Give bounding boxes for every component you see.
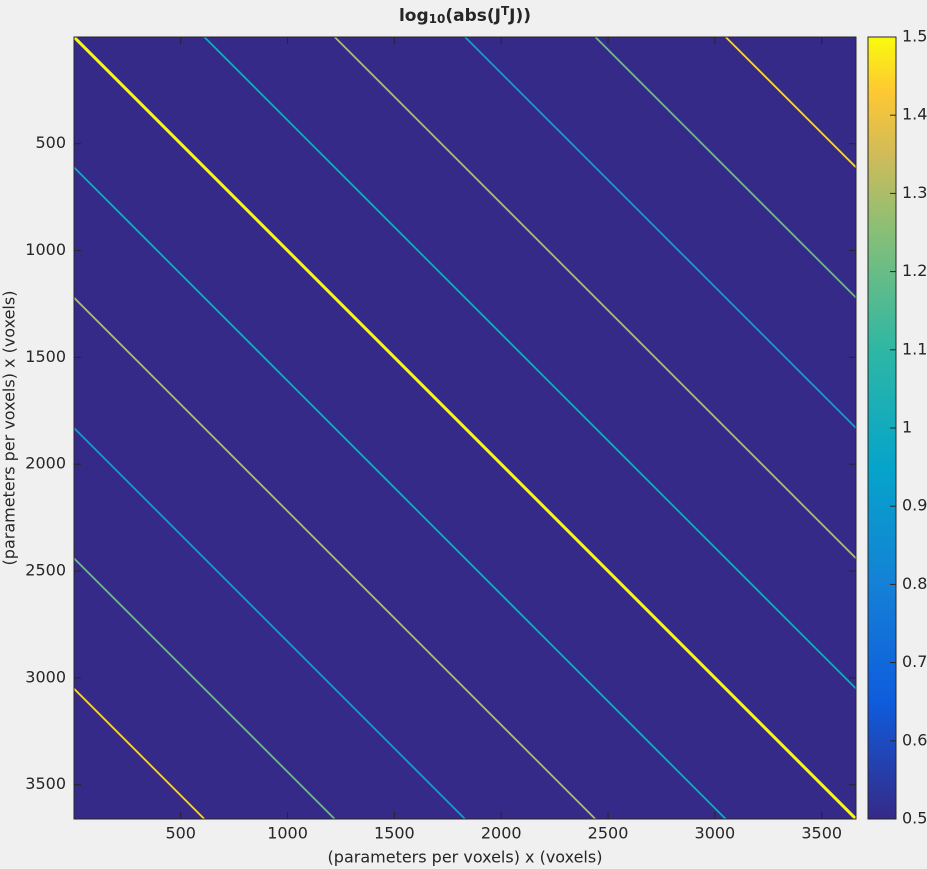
y-tick-label: 500 [35, 133, 66, 152]
y-tick-label: 3000 [25, 667, 66, 686]
diagonal [74, 297, 596, 819]
y-tick-label: 2000 [25, 454, 66, 473]
colorbar-tick-label: 1.4 [902, 105, 927, 124]
diagonal [74, 427, 466, 819]
diagonal [334, 37, 856, 559]
plot-frame [73, 36, 857, 820]
y-axis-label: (parameters per voxels) x (voxels) [0, 291, 19, 566]
diagonal [74, 37, 856, 819]
diagonal [203, 37, 856, 690]
colorbar-tick-label: 0.9 [902, 496, 927, 515]
diagonal [464, 37, 856, 429]
x-tick-label: 3000 [695, 824, 736, 843]
y-tick-label: 2500 [25, 561, 66, 580]
colorbar-tick-label: 1.2 [902, 261, 927, 280]
colorbar-tick-label: 1.1 [902, 339, 927, 358]
colorbar-tick-label: 0.8 [902, 574, 927, 593]
title-part: 10 [429, 12, 446, 26]
x-tick-label: 1000 [267, 824, 308, 843]
chart-title: log10(abs(JTJ)) [399, 4, 531, 26]
y-tick-label: 1500 [25, 347, 66, 366]
x-axis-label: (parameters per voxels) x (voxels) [328, 848, 603, 867]
title-part: T [501, 4, 510, 18]
diagonal [74, 166, 727, 819]
diagonal [594, 37, 856, 299]
colorbar-tick-label: 0.7 [902, 652, 927, 671]
x-tick-label: 2000 [481, 824, 522, 843]
title-part: (abs(J [445, 6, 501, 26]
title-part: log [399, 6, 429, 26]
colorbar-tick-label: 1.3 [902, 183, 927, 202]
y-tick-label: 3500 [25, 774, 66, 793]
x-tick-label: 3500 [801, 824, 842, 843]
colorbar-tick-label: 1.5 [902, 27, 927, 46]
colorbar-tick-label: 0.6 [902, 730, 927, 749]
diagonal [74, 557, 336, 819]
diagonal [74, 688, 205, 819]
y-tick-label: 1000 [25, 240, 66, 259]
diagonals [74, 37, 856, 819]
x-tick-label: 1500 [374, 824, 415, 843]
colorbar-tick-label: 1 [902, 418, 912, 437]
title-part: J)) [508, 6, 531, 26]
x-tick-label: 500 [165, 824, 196, 843]
diagonal [725, 37, 856, 168]
x-tick-label: 2500 [588, 824, 629, 843]
colorbar-tick-label: 0.5 [902, 809, 927, 828]
